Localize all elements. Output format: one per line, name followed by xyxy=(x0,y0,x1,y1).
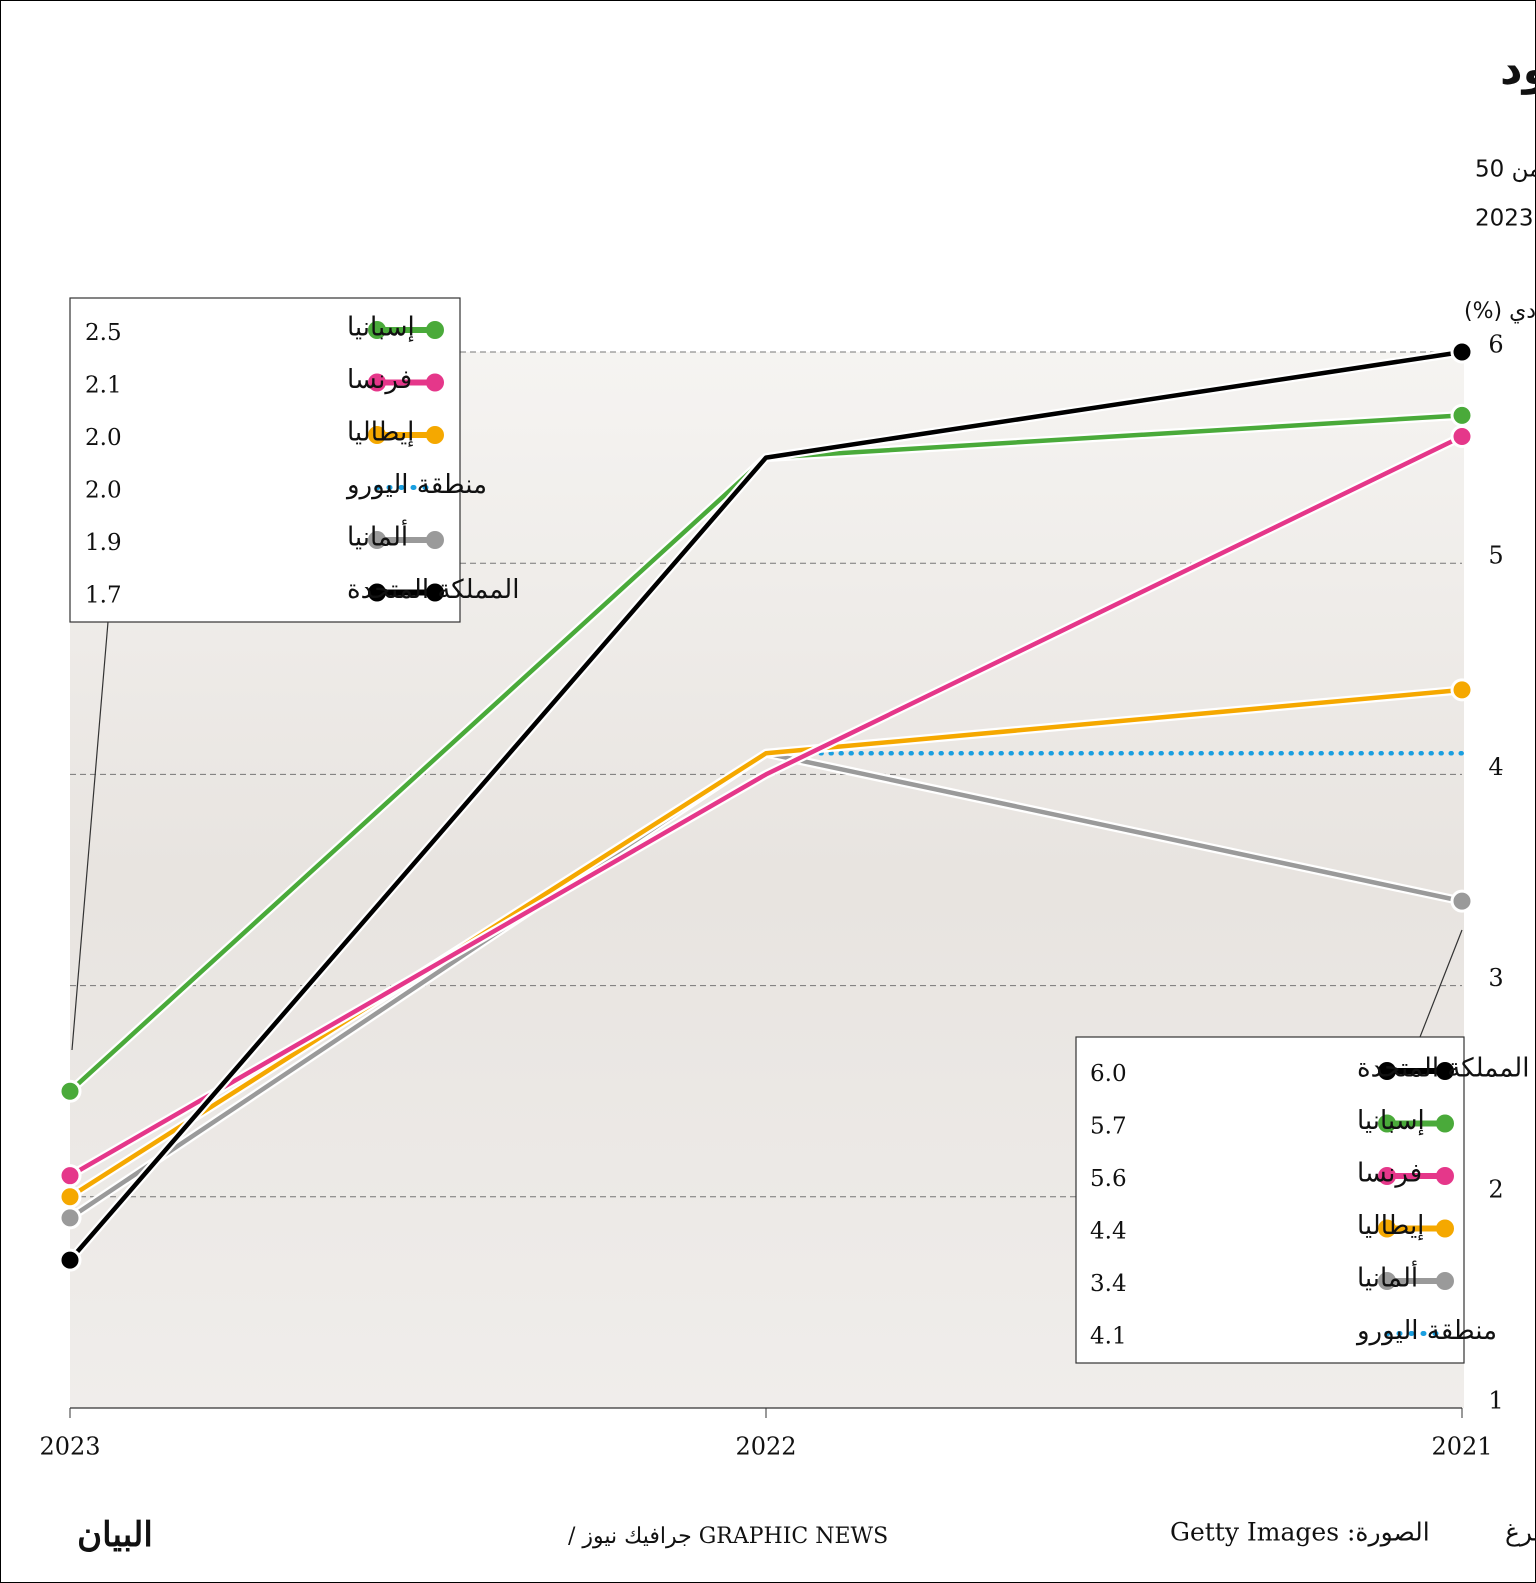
legend-swatch xyxy=(1436,1114,1454,1133)
legend-swatch xyxy=(1436,1167,1454,1185)
legend-swatch xyxy=(1436,1062,1454,1080)
legend-swatch xyxy=(1436,1219,1454,1238)
y-tick-label: 5 xyxy=(1488,542,1503,570)
point xyxy=(58,1164,82,1188)
callout-line xyxy=(1419,929,1463,1038)
value-label: 1.9 xyxy=(85,530,122,556)
point xyxy=(1450,889,1474,913)
point xyxy=(58,1248,82,1272)
legend-label: إسبانيا xyxy=(347,313,415,343)
y-tick-label: 6 xyxy=(1488,331,1503,359)
value-label: 2.0 xyxy=(85,478,122,504)
source: المصدر: بلومبرغ xyxy=(1505,1518,1536,1548)
series-line xyxy=(67,751,1465,1200)
y-tick-label: 2 xyxy=(1488,1175,1503,1203)
value-label: 2.5 xyxy=(85,320,122,346)
point xyxy=(58,1185,82,1209)
legend-swatch xyxy=(368,321,386,339)
y-tick-label: 1 xyxy=(1488,1387,1503,1415)
legend-swatch xyxy=(1378,1272,1396,1290)
series-line xyxy=(67,434,1465,1178)
x-tick-label: 2022 xyxy=(735,1433,796,1461)
logo: البيان xyxy=(77,1515,153,1555)
value-label: 4.4 xyxy=(1090,1219,1127,1245)
legend-swatch xyxy=(426,321,444,339)
value-label: 5.7 xyxy=(1090,1114,1127,1140)
y-tick-label: 3 xyxy=(1488,964,1503,992)
point xyxy=(1450,424,1474,448)
legend-box xyxy=(1075,1036,1465,1364)
value-label: 4.1 xyxy=(1090,1324,1127,1350)
point xyxy=(58,1079,82,1103)
point xyxy=(1450,403,1474,427)
legend-box xyxy=(69,297,461,623)
legend-swatch xyxy=(368,583,386,602)
legend-swatch xyxy=(426,583,444,602)
x-tick-label: 2023 xyxy=(39,1433,100,1461)
value-label: 3.4 xyxy=(1090,1271,1127,1297)
legend-swatch xyxy=(368,426,386,444)
credit: GRAPHIC NEWS جرافيك نيوز / xyxy=(568,1524,888,1549)
point xyxy=(1450,678,1474,702)
legend-swatch xyxy=(1378,1167,1396,1185)
subtitle: يعتقد إقتصاديون أن المملكة المتحدة ستقود… xyxy=(1475,153,1536,183)
legend-swatch xyxy=(1378,1062,1396,1080)
legend-label: ألمانيا xyxy=(1357,1260,1418,1294)
legend-label: منطقة اليورو xyxy=(1355,1316,1497,1346)
legend-frames xyxy=(69,297,1465,1364)
subtitle: عاماً، قبل أن تدفع بها آثار خروجها من ال… xyxy=(1475,201,1536,231)
legend-swatch xyxy=(1378,1114,1396,1133)
legend-label: إسبانيا xyxy=(1357,1106,1425,1136)
series-line xyxy=(67,687,1465,1200)
legend-swatch xyxy=(368,531,386,549)
value-label: 2.0 xyxy=(85,425,122,451)
legend-swatch xyxy=(1436,1272,1454,1290)
callout-line xyxy=(71,621,109,1051)
point xyxy=(1450,340,1474,364)
value-label: 6.0 xyxy=(1090,1061,1127,1087)
point xyxy=(58,1206,82,1230)
legend-label: ألمانيا xyxy=(347,519,408,553)
y-tick-label: 4 xyxy=(1488,753,1503,781)
legend-label: إيطاليا xyxy=(1357,1211,1424,1241)
legend-label: منطقة اليورو xyxy=(345,470,487,500)
series-line xyxy=(67,349,1465,1263)
legend-label: إيطاليا xyxy=(347,418,414,448)
chart-title: تستعد المملكة المتحدة لمرحلة من التعافي … xyxy=(1500,44,1536,95)
x-tick-label: 2021 xyxy=(1431,1433,1492,1461)
legend-label: فرنسا xyxy=(347,365,412,395)
legend-swatch xyxy=(368,373,386,392)
legend-swatch xyxy=(426,373,444,392)
value-label: 1.7 xyxy=(85,583,122,609)
value-label: 5.6 xyxy=(1090,1166,1127,1192)
legend-label: المملكة المتحدة xyxy=(347,575,519,605)
photo-credit: الصورة: Getty Images xyxy=(1170,1518,1430,1548)
legend-swatch xyxy=(426,531,444,549)
y-axis-label: النمو الاقتصادي (%) xyxy=(1464,299,1536,324)
legend-swatch xyxy=(1378,1219,1396,1238)
legend-label: المملكة المتحدة xyxy=(1357,1054,1529,1084)
legend-label: فرنسا xyxy=(1357,1159,1422,1189)
legend-swatch xyxy=(426,426,444,444)
value-label: 2.1 xyxy=(85,373,122,399)
